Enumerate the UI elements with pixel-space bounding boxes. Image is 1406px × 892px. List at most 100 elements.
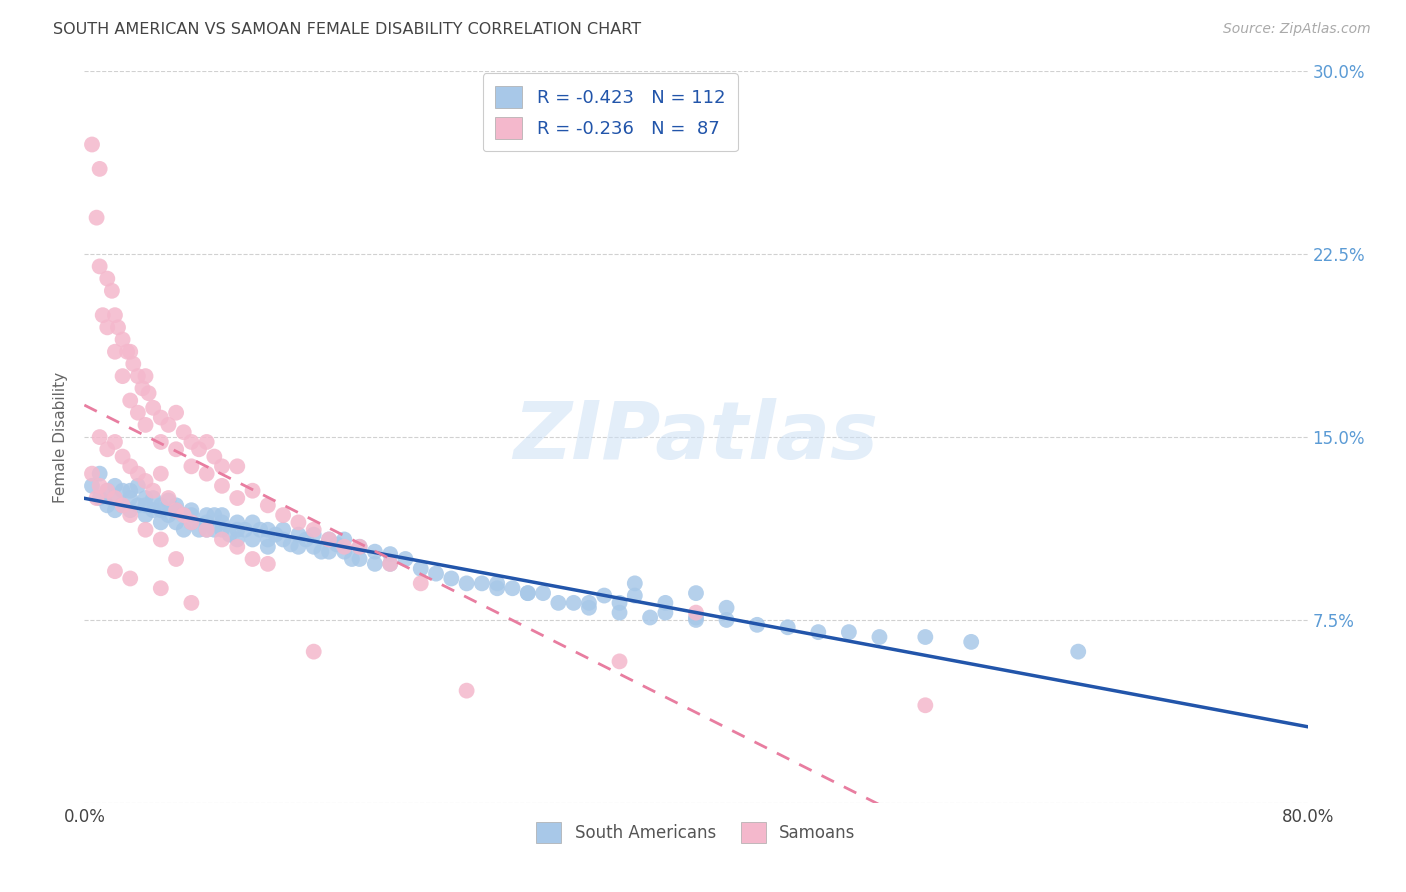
Point bbox=[486, 581, 509, 595]
Point bbox=[440, 572, 463, 586]
Point bbox=[96, 483, 118, 498]
Point bbox=[264, 527, 287, 541]
Point bbox=[456, 683, 478, 698]
Point bbox=[211, 508, 233, 522]
Point bbox=[149, 503, 172, 517]
Point bbox=[287, 540, 309, 554]
Point bbox=[685, 610, 707, 624]
Point bbox=[311, 544, 333, 558]
Point bbox=[280, 537, 302, 551]
Point bbox=[1067, 645, 1090, 659]
Point bbox=[180, 596, 202, 610]
Point bbox=[578, 596, 600, 610]
Point bbox=[127, 406, 149, 420]
Point bbox=[195, 508, 218, 522]
Point bbox=[120, 503, 142, 517]
Point bbox=[101, 284, 124, 298]
Point bbox=[333, 533, 356, 547]
Point bbox=[173, 425, 195, 440]
Point bbox=[776, 620, 799, 634]
Point bbox=[302, 645, 325, 659]
Point bbox=[578, 600, 600, 615]
Point bbox=[195, 434, 218, 449]
Point bbox=[127, 499, 149, 513]
Point bbox=[91, 308, 114, 322]
Point bbox=[211, 479, 233, 493]
Point bbox=[211, 533, 233, 547]
Point bbox=[120, 572, 142, 586]
Point bbox=[242, 483, 264, 498]
Point bbox=[120, 459, 142, 474]
Point bbox=[149, 467, 172, 481]
Point bbox=[340, 552, 363, 566]
Point bbox=[807, 625, 830, 640]
Point bbox=[165, 503, 187, 517]
Point bbox=[173, 508, 195, 522]
Point bbox=[89, 260, 111, 274]
Point bbox=[165, 503, 187, 517]
Point bbox=[149, 581, 172, 595]
Point bbox=[104, 491, 127, 505]
Point bbox=[211, 516, 233, 530]
Point bbox=[180, 503, 202, 517]
Point bbox=[157, 417, 180, 432]
Point bbox=[226, 459, 249, 474]
Point bbox=[638, 610, 661, 624]
Point bbox=[218, 527, 240, 541]
Point bbox=[180, 434, 202, 449]
Point bbox=[89, 479, 111, 493]
Point bbox=[96, 271, 118, 285]
Point bbox=[165, 499, 187, 513]
Point bbox=[333, 540, 356, 554]
Point bbox=[80, 467, 103, 481]
Point bbox=[593, 589, 616, 603]
Point bbox=[135, 417, 157, 432]
Point bbox=[318, 544, 340, 558]
Point bbox=[80, 479, 103, 493]
Point bbox=[104, 564, 127, 578]
Point bbox=[135, 369, 157, 384]
Text: ZIPatlas: ZIPatlas bbox=[513, 398, 879, 476]
Point bbox=[211, 523, 233, 537]
Point bbox=[609, 596, 631, 610]
Point bbox=[211, 459, 233, 474]
Point bbox=[157, 493, 180, 508]
Point bbox=[425, 566, 447, 581]
Point bbox=[195, 523, 218, 537]
Point bbox=[104, 503, 127, 517]
Point bbox=[257, 540, 280, 554]
Point bbox=[364, 544, 387, 558]
Point bbox=[333, 544, 356, 558]
Point bbox=[202, 508, 225, 522]
Text: Source: ZipAtlas.com: Source: ZipAtlas.com bbox=[1223, 22, 1371, 37]
Point bbox=[318, 533, 340, 547]
Point bbox=[149, 533, 172, 547]
Point bbox=[180, 516, 202, 530]
Point bbox=[142, 483, 165, 498]
Point bbox=[86, 491, 108, 505]
Point bbox=[226, 540, 249, 554]
Point bbox=[149, 499, 172, 513]
Point bbox=[716, 600, 738, 615]
Point bbox=[142, 491, 165, 505]
Point bbox=[302, 527, 325, 541]
Point bbox=[135, 491, 157, 505]
Point bbox=[624, 589, 647, 603]
Point bbox=[271, 508, 294, 522]
Point bbox=[104, 479, 127, 493]
Point bbox=[180, 508, 202, 522]
Point bbox=[456, 576, 478, 591]
Point bbox=[624, 576, 647, 591]
Point bbox=[257, 499, 280, 513]
Point bbox=[135, 523, 157, 537]
Point bbox=[226, 491, 249, 505]
Point bbox=[838, 625, 860, 640]
Point bbox=[120, 344, 142, 359]
Point bbox=[165, 406, 187, 420]
Point bbox=[516, 586, 538, 600]
Point bbox=[96, 499, 118, 513]
Point bbox=[685, 613, 707, 627]
Point bbox=[380, 547, 402, 561]
Point bbox=[165, 516, 187, 530]
Point bbox=[685, 606, 707, 620]
